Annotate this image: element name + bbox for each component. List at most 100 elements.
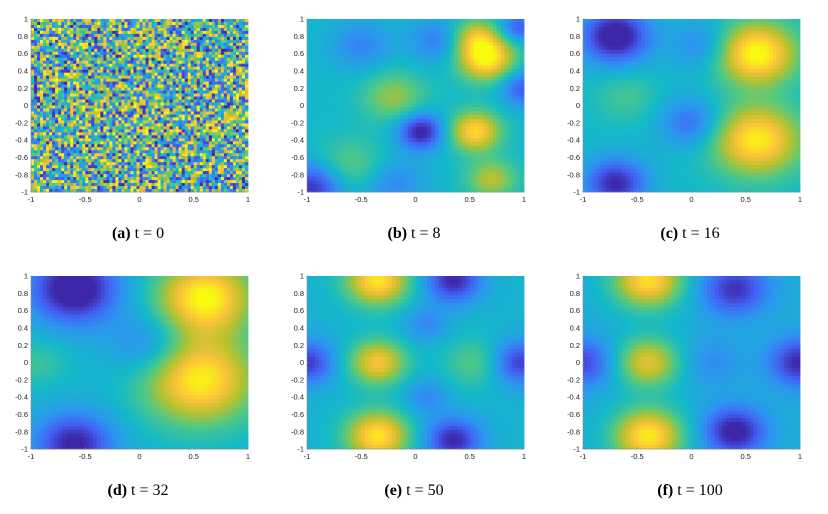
heatmap-cell bbox=[235, 117, 240, 121]
heatmap-cell bbox=[190, 30, 195, 35]
heatmap-cell bbox=[145, 180, 149, 184]
heatmap-cell bbox=[202, 72, 207, 77]
heatmap-cell bbox=[199, 183, 204, 187]
heatmap-cell bbox=[55, 105, 59, 109]
heatmap-cell bbox=[341, 53, 347, 58]
heatmap-cell bbox=[181, 36, 186, 41]
heatmap-cell bbox=[145, 132, 149, 136]
heatmap-cell bbox=[223, 27, 228, 32]
heatmap-cell bbox=[481, 22, 486, 28]
heatmap-cell bbox=[169, 105, 174, 109]
heatmap-cell bbox=[163, 39, 168, 44]
heatmap-cell bbox=[49, 57, 53, 62]
heatmap-cell bbox=[396, 42, 401, 47]
heatmap-cell bbox=[419, 30, 424, 35]
heatmap-cell bbox=[67, 177, 71, 181]
heatmap-cell bbox=[61, 75, 65, 80]
heatmap-cell bbox=[184, 138, 189, 142]
heatmap-cell bbox=[124, 75, 128, 80]
heatmap-cell bbox=[169, 60, 174, 65]
heatmap-cell bbox=[73, 120, 77, 124]
heatmap-cell bbox=[512, 61, 517, 66]
heatmap-cell bbox=[229, 69, 234, 74]
heatmap-cell bbox=[232, 69, 237, 74]
heatmap-cell bbox=[160, 30, 165, 35]
heatmap-cell bbox=[145, 150, 149, 154]
heatmap-cell bbox=[136, 105, 140, 109]
heatmap-cell bbox=[157, 21, 161, 26]
heatmap-cell bbox=[76, 57, 80, 62]
heatmap-cell bbox=[208, 75, 213, 80]
heatmap-cell bbox=[465, 34, 471, 39]
heatmap-cell bbox=[341, 22, 347, 28]
heatmap-cell bbox=[43, 96, 47, 100]
heatmap-cell bbox=[380, 68, 385, 74]
heatmap-cell bbox=[310, 22, 316, 28]
heatmap-cell bbox=[485, 26, 490, 31]
heatmap-cell bbox=[172, 111, 177, 115]
heatmap-cell bbox=[338, 57, 343, 62]
heatmap-cell bbox=[79, 42, 83, 47]
heatmap-cell bbox=[76, 108, 80, 112]
heatmap-cell bbox=[160, 63, 165, 68]
heatmap-cell bbox=[100, 19, 104, 23]
heatmap-cell bbox=[244, 132, 249, 136]
heatmap-cell bbox=[133, 93, 137, 97]
heatmap-cell bbox=[187, 48, 192, 53]
heatmap-cells bbox=[307, 19, 525, 193]
heatmap-cell bbox=[229, 147, 234, 151]
heatmap-cell bbox=[70, 114, 74, 118]
heatmap-cell bbox=[79, 177, 83, 181]
heatmap-cell bbox=[196, 177, 201, 181]
heatmap-cell bbox=[151, 57, 155, 62]
heatmap-cell bbox=[82, 159, 86, 163]
heatmap-cell bbox=[124, 147, 128, 151]
heatmap-cell bbox=[70, 99, 74, 103]
heatmap-cell bbox=[85, 57, 89, 62]
heatmap-cell bbox=[205, 126, 210, 130]
heatmap-cell bbox=[58, 114, 62, 118]
heatmap-cell bbox=[118, 159, 122, 163]
heatmap-cell bbox=[217, 78, 222, 83]
heatmap-cell bbox=[67, 168, 71, 172]
heatmap-cell bbox=[58, 135, 62, 139]
heatmap-cell bbox=[190, 165, 195, 169]
heatmap-cell bbox=[112, 42, 116, 47]
heatmap-cell bbox=[235, 90, 240, 94]
heatmap-cell bbox=[384, 68, 389, 74]
heatmap-cell bbox=[469, 22, 475, 28]
heatmap-cell bbox=[127, 36, 131, 41]
heatmap-cell bbox=[70, 45, 74, 50]
heatmap-cell bbox=[88, 75, 92, 80]
heatmap-cell bbox=[229, 57, 234, 62]
heatmap-cell bbox=[235, 36, 240, 41]
heatmap-cell bbox=[178, 123, 183, 127]
heatmap-cell bbox=[407, 26, 413, 31]
heatmap-cell bbox=[34, 19, 38, 23]
heatmap-cell bbox=[55, 159, 59, 163]
heatmap-cell bbox=[94, 51, 98, 56]
heatmap-cell bbox=[133, 189, 137, 193]
heatmap-cell bbox=[496, 65, 502, 70]
heatmap-cell bbox=[220, 81, 225, 86]
heatmap-cell bbox=[73, 144, 77, 148]
heatmap-cell bbox=[229, 90, 234, 94]
heatmap-cell bbox=[31, 72, 35, 77]
heatmap-cell bbox=[202, 30, 207, 35]
heatmap-cell bbox=[34, 168, 38, 172]
heatmap-cell bbox=[64, 102, 68, 106]
heatmap-cell bbox=[64, 180, 68, 184]
heatmap-cell bbox=[229, 108, 234, 112]
heatmap-cell bbox=[396, 65, 401, 70]
heatmap-cell bbox=[136, 132, 140, 136]
heatmap-cell bbox=[142, 60, 146, 65]
heatmap-cell bbox=[106, 39, 110, 44]
heatmap-cell bbox=[49, 81, 53, 86]
heatmap-cell bbox=[82, 84, 86, 88]
heatmap-cell bbox=[52, 96, 56, 100]
heatmap-cell bbox=[187, 180, 192, 184]
heatmap-cell bbox=[31, 99, 35, 103]
heatmap-cell bbox=[235, 168, 240, 172]
heatmap-cell bbox=[166, 45, 171, 50]
heatmap-cell bbox=[64, 174, 68, 178]
